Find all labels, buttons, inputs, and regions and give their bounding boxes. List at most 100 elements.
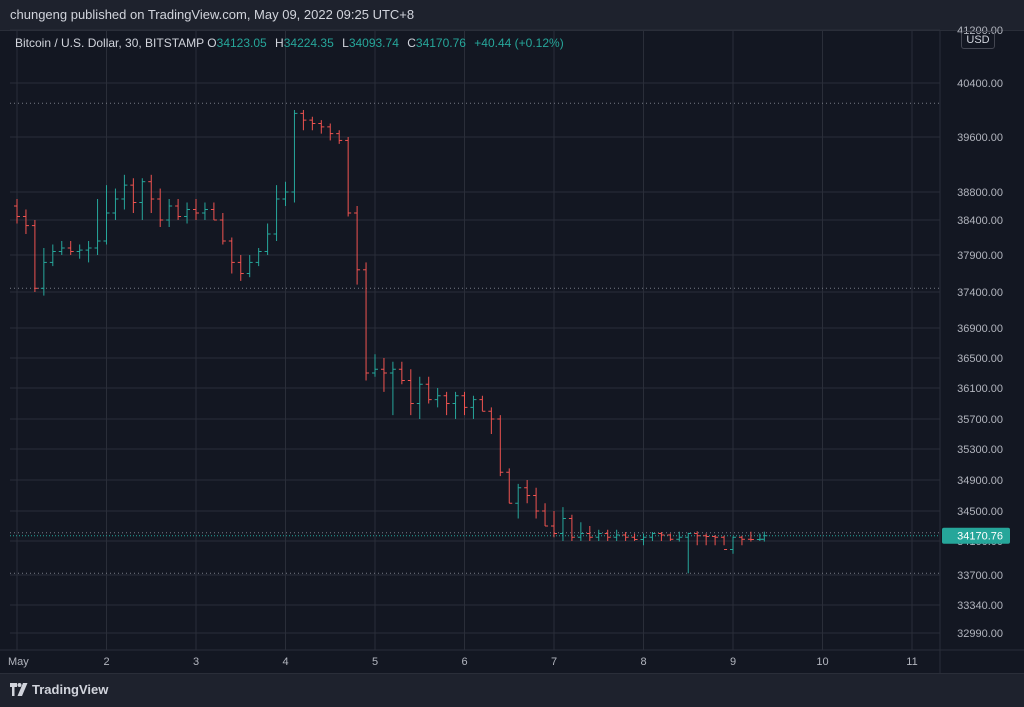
- ohlc-bar: [273, 185, 280, 241]
- ohlc-bar: [309, 116, 316, 131]
- ohlc-bar: [139, 178, 146, 220]
- publish-text: chungeng published on TradingView.com, M…: [10, 7, 415, 22]
- ohlc-bar: [318, 120, 325, 134]
- ohlc-bar: [506, 468, 513, 504]
- ohlc-bar: [228, 237, 235, 274]
- ohlc-bar: [363, 262, 370, 381]
- ohlc-bar: [497, 415, 504, 477]
- ohlc-bar: [157, 188, 164, 227]
- ohlc-bar: [166, 199, 173, 227]
- ohlc-bar: [94, 199, 101, 255]
- ohlc-bar: [533, 487, 540, 519]
- ohlc-bar: [524, 480, 531, 504]
- ohlc-bar: [461, 391, 468, 416]
- y-tick-label: 36100.00: [957, 383, 1003, 395]
- ohlc-bar: [121, 174, 128, 210]
- ohlc-bar: [300, 110, 307, 131]
- y-tick-label: 33700.00: [957, 570, 1003, 582]
- high-value: 34224.35: [283, 36, 334, 50]
- y-tick-label: 40400.00: [957, 78, 1003, 90]
- ohlc-bar: [76, 244, 83, 259]
- ohlc-bar: [542, 503, 549, 527]
- ohlc-bar: [730, 536, 736, 554]
- ohlc-bar: [425, 376, 432, 404]
- ohlc-bar: [184, 202, 191, 224]
- low-value: 34093.74: [348, 36, 399, 50]
- ohlc-bar: [255, 248, 262, 267]
- ohlc-bar: [49, 244, 56, 267]
- x-tick-label: 4: [282, 656, 288, 668]
- ohlc-bar: [291, 110, 298, 203]
- ohlc-bar: [434, 388, 441, 408]
- ohlc-bar: [667, 533, 674, 541]
- open-label: O: [207, 36, 217, 50]
- ohlc-bar: [407, 369, 414, 416]
- ohlc-bar: [389, 361, 396, 416]
- x-tick-label: 2: [103, 656, 109, 668]
- tradingview-logo-icon: [10, 683, 28, 696]
- open-value: 34123.05: [216, 36, 267, 50]
- ohlc-bar: [210, 202, 217, 221]
- ohlc-bar: [649, 532, 656, 541]
- ohlc-bar: [201, 202, 208, 220]
- y-tick-label: 38800.00: [957, 187, 1003, 199]
- ohlc-bar: [282, 181, 289, 206]
- ohlc-bar: [515, 483, 522, 519]
- ohlc-bar: [67, 241, 74, 255]
- x-tick-label: 5: [372, 656, 378, 668]
- brand-name: TradingView: [32, 682, 109, 697]
- ohlc-bar: [58, 241, 65, 255]
- ohlc-bar: [747, 531, 754, 542]
- ohlc-bar: [103, 185, 110, 245]
- y-tick-label: 33340.00: [957, 600, 1003, 612]
- y-tick-label: 34900.00: [957, 475, 1003, 487]
- y-tick-label: 39600.00: [957, 132, 1003, 144]
- y-tick-label: 32990.00: [957, 628, 1003, 640]
- ohlc-bar: [595, 529, 602, 541]
- y-tick-label: 38400.00: [957, 215, 1003, 227]
- ohlc-bar: [631, 533, 638, 541]
- y-tick-label: 36900.00: [957, 323, 1003, 335]
- x-tick-label: 11: [906, 656, 917, 668]
- ohlc-bar: [658, 532, 665, 541]
- symbol-name: Bitcoin / U.S. Dollar, 30, BITSTAMP: [15, 36, 204, 50]
- ohlc-bar: [14, 199, 20, 224]
- symbol-legend: Bitcoin / U.S. Dollar, 30, BITSTAMP O341…: [15, 36, 569, 50]
- x-tick-label: 9: [730, 656, 736, 668]
- y-tick-label: 35300.00: [957, 444, 1003, 456]
- low-label: L: [342, 36, 349, 50]
- x-tick-label: 7: [551, 656, 557, 668]
- ohlc-bar: [354, 206, 361, 285]
- ohlc-bar: [738, 535, 745, 546]
- x-tick-label: 8: [640, 656, 646, 668]
- ohlc-bar: [112, 188, 119, 220]
- ohlc-bar: [488, 407, 495, 434]
- y-tick-label: 34500.00: [957, 506, 1003, 518]
- ohlc-bar: [246, 255, 253, 278]
- page-footer: [0, 673, 1024, 707]
- ohlc-bar: [327, 123, 334, 141]
- ohlc-bar: [712, 535, 719, 546]
- ohlc-bar: [604, 529, 611, 541]
- ohlc-bar: [40, 248, 47, 296]
- ohlc-bar: [470, 395, 477, 419]
- ohlc-bar: [452, 391, 459, 419]
- ohlc-bar: [443, 391, 450, 416]
- ohlc-bar: [31, 220, 38, 292]
- ohlc-bar: [175, 199, 182, 220]
- ohlc-bar: [85, 241, 92, 263]
- ohlc-bar: [694, 531, 701, 546]
- y-tick-label: 37400.00: [957, 287, 1003, 299]
- ohlc-bar: [721, 535, 728, 550]
- ohlc-bar: [479, 395, 486, 412]
- y-tick-label: 36500.00: [957, 353, 1003, 365]
- ohlc-bar: [372, 354, 378, 377]
- ohlc-bar: [264, 223, 271, 255]
- currency-badge[interactable]: USD: [961, 31, 995, 49]
- ohlc-bar: [22, 209, 29, 234]
- y-tick-label: 35700.00: [957, 414, 1003, 426]
- ohlc-bar: [622, 532, 629, 541]
- ohlc-bar: [237, 255, 244, 281]
- ohlc-bar: [613, 529, 620, 541]
- price-chart[interactable]: 41200.0040400.0039600.0038800.0038400.00…: [0, 0, 1024, 673]
